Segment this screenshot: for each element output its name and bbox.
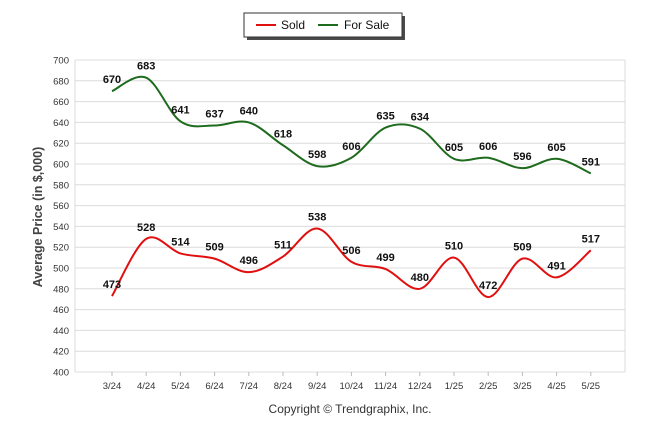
x-tick-label: 1/25 bbox=[445, 381, 464, 392]
data-label-for-sale: 606 bbox=[479, 141, 497, 153]
y-tick-label: 480 bbox=[53, 284, 69, 295]
y-tick-label: 560 bbox=[53, 201, 69, 212]
x-tick-label: 9/24 bbox=[308, 381, 327, 392]
data-label-for-sale: 591 bbox=[582, 156, 600, 168]
series-line-for-sale bbox=[111, 75, 592, 175]
x-tick-label: 6/24 bbox=[205, 381, 224, 392]
y-axis-title: Average Price (in $,000) bbox=[31, 147, 45, 288]
x-tick-label: 11/24 bbox=[374, 381, 397, 392]
data-label-sold: 528 bbox=[137, 222, 155, 234]
gridlines bbox=[74, 59, 626, 373]
x-tick-label: 12/24 bbox=[408, 381, 432, 392]
data-label-for-sale: 606 bbox=[342, 141, 360, 153]
data-label-sold: 511 bbox=[274, 240, 292, 252]
y-tick-label: 640 bbox=[53, 118, 69, 129]
x-tick-label: 5/25 bbox=[582, 381, 601, 392]
x-axis-ticks: 3/24 4/24 5/24 6/24 7/24 8/24 9/24 10/24 11/24 12… bbox=[103, 372, 600, 392]
data-label-sold: 510 bbox=[445, 241, 463, 253]
data-label-for-sale: 605 bbox=[445, 142, 463, 154]
data-label-sold: 499 bbox=[376, 252, 394, 264]
x-tick-label: 10/24 bbox=[340, 381, 364, 392]
data-label-for-sale: 635 bbox=[376, 111, 394, 123]
y-axis-ticks: 400 420 440 460 480 500 520 540 560 580 600 620 640 6… bbox=[53, 56, 69, 379]
data-label-sold: 496 bbox=[240, 255, 258, 267]
y-tick-label: 620 bbox=[53, 139, 69, 150]
legend-label-for-sale: For Sale bbox=[344, 18, 390, 32]
y-tick-label: 660 bbox=[53, 97, 69, 108]
y-tick-label: 680 bbox=[53, 76, 69, 87]
data-label-sold: 491 bbox=[547, 260, 565, 272]
y-tick-label: 400 bbox=[53, 368, 69, 379]
data-label-sold: 506 bbox=[342, 245, 360, 257]
y-tick-label: 540 bbox=[53, 222, 69, 233]
data-label-for-sale: 596 bbox=[513, 151, 531, 163]
legend-label-sold: Sold bbox=[281, 18, 305, 32]
data-label-sold: 538 bbox=[308, 211, 326, 223]
data-label-sold: 472 bbox=[479, 280, 497, 292]
y-tick-label: 700 bbox=[53, 56, 69, 67]
x-tick-label: 5/24 bbox=[171, 381, 190, 392]
x-tick-label: 3/25 bbox=[513, 381, 532, 392]
data-labels: 473 528 514 509 496 511 538 506 499 480 510 472 509 4… bbox=[103, 61, 600, 292]
y-tick-label: 600 bbox=[53, 160, 69, 171]
data-label-for-sale: 618 bbox=[274, 128, 292, 140]
data-label-for-sale: 637 bbox=[205, 109, 223, 121]
x-tick-label: 2/25 bbox=[479, 381, 498, 392]
x-tick-label: 7/24 bbox=[240, 381, 259, 392]
data-label-sold: 509 bbox=[513, 242, 531, 254]
data-label-sold: 517 bbox=[582, 233, 600, 245]
data-label-sold: 480 bbox=[411, 272, 429, 284]
y-tick-label: 440 bbox=[53, 326, 69, 337]
y-tick-label: 420 bbox=[53, 347, 69, 358]
series-lines bbox=[111, 75, 592, 299]
x-tick-label: 4/25 bbox=[547, 381, 566, 392]
data-label-for-sale: 605 bbox=[547, 142, 565, 154]
data-label-for-sale: 683 bbox=[137, 61, 155, 73]
data-label-for-sale: 641 bbox=[171, 104, 189, 116]
y-tick-label: 520 bbox=[53, 243, 69, 254]
series-line-sold bbox=[111, 227, 592, 299]
data-label-for-sale: 640 bbox=[240, 105, 258, 117]
copyright-footer: Copyright © Trendgraphix, Inc. bbox=[269, 402, 432, 416]
legend: Sold For Sale bbox=[243, 12, 405, 40]
data-label-sold: 473 bbox=[103, 279, 121, 291]
x-tick-label: 4/24 bbox=[137, 381, 156, 392]
x-tick-label: 8/24 bbox=[274, 381, 293, 392]
data-label-for-sale: 598 bbox=[308, 149, 326, 161]
y-tick-label: 500 bbox=[53, 264, 69, 275]
data-label-for-sale: 634 bbox=[411, 112, 430, 124]
data-label-for-sale: 670 bbox=[103, 74, 121, 86]
y-tick-label: 460 bbox=[53, 305, 69, 316]
data-label-sold: 509 bbox=[205, 242, 223, 254]
y-tick-label: 580 bbox=[53, 180, 69, 191]
x-tick-label: 3/24 bbox=[103, 381, 122, 392]
data-label-sold: 514 bbox=[171, 236, 190, 248]
